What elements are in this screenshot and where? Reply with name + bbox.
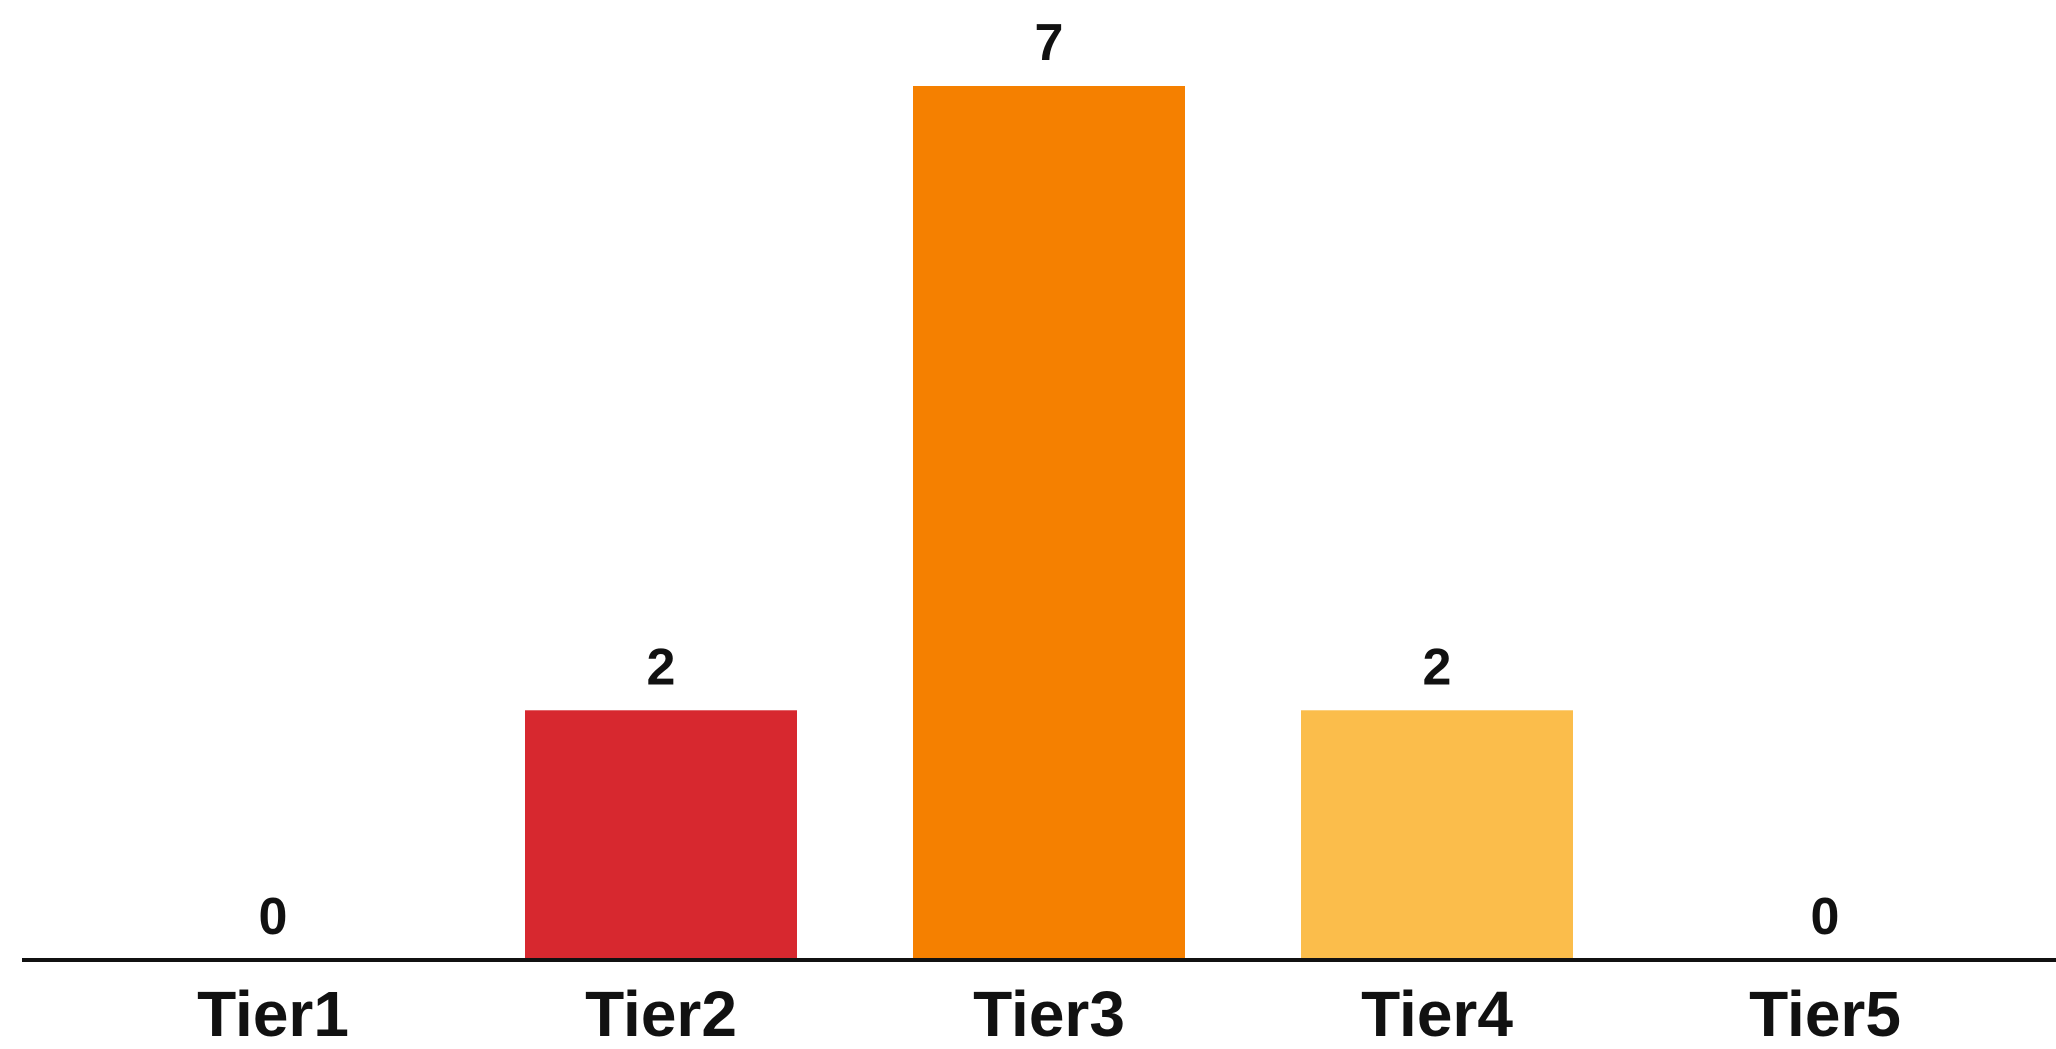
x-tick-label-tier4: Tier4: [1361, 978, 1513, 1049]
bars-group: [525, 86, 1573, 960]
bar-tier4: [1301, 710, 1573, 960]
value-label-tier2: 2: [647, 638, 676, 696]
value-label-tier5: 0: [1811, 888, 1840, 946]
x-tick-label-tier5: Tier5: [1749, 978, 1901, 1049]
value-label-tier4: 2: [1423, 638, 1452, 696]
bar-tier3: [913, 86, 1185, 960]
x-tick-label-tier2: Tier2: [585, 978, 737, 1049]
x-tick-label-tier1: Tier1: [197, 978, 349, 1049]
value-labels-group: 0 2 7 2 0: [259, 14, 1840, 946]
bar-tier2: [525, 710, 797, 960]
tick-labels-group: Tier1 Tier2 Tier3 Tier4 Tier5: [197, 978, 1901, 1049]
value-label-tier3: 7: [1035, 14, 1064, 72]
x-tick-label-tier3: Tier3: [973, 978, 1125, 1049]
value-label-tier1: 0: [259, 888, 288, 946]
